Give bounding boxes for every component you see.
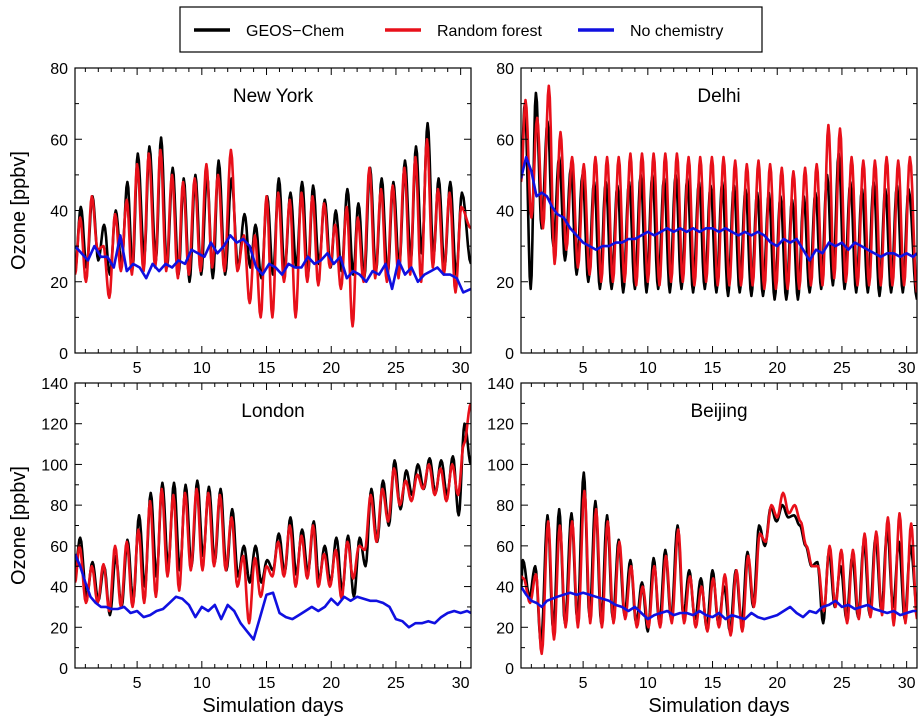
- panel-london: 5 10 15 20 25 30 0 20 40 60 80 100 120 140 London Ozone…: [8, 376, 472, 717]
- beijing-line-random-forest: [521, 489, 917, 656]
- london-xtick-label: 20: [322, 675, 340, 692]
- london-ytick-label: 40: [50, 580, 68, 597]
- beijing-ytick-label: 100: [487, 457, 514, 474]
- beijing-ytick-label: 80: [496, 498, 514, 515]
- new-york-xtick-label: 30: [452, 360, 470, 377]
- beijing-ytick-label: 0: [505, 661, 514, 678]
- panel-delhi: 5 10 15 20 25 30 0 20 40 60 80 Delhi: [496, 61, 918, 377]
- london-ytick-label: 80: [50, 498, 68, 515]
- beijing-series: [521, 471, 917, 656]
- new-york-ytick-label: 0: [59, 346, 68, 363]
- beijing-ytick-label: 140: [487, 376, 514, 393]
- delhi-xtick-label: 10: [639, 360, 657, 377]
- new-york-ytick-label: 80: [50, 61, 68, 78]
- delhi-line-random-forest: [521, 84, 917, 293]
- london-xtick-label: 10: [193, 675, 211, 692]
- legend: GEOS−Chem Random forest No chemistry: [179, 6, 763, 53]
- new-york-xtick-label: 25: [387, 360, 405, 377]
- delhi-series: [521, 84, 917, 301]
- delhi-ytick-label: 20: [496, 275, 514, 292]
- new-york-xtick-label: 20: [322, 360, 340, 377]
- delhi-ytick-label: 40: [496, 204, 514, 221]
- london-xtick-label: 30: [452, 675, 470, 692]
- legend-label-random-forest: Random forest: [437, 23, 542, 40]
- new-york-ytick-label: 20: [50, 275, 68, 292]
- london-ytick-label: 140: [41, 376, 68, 393]
- beijing-ytick-label: 40: [496, 580, 514, 597]
- new-york-xtick-label: 10: [193, 360, 211, 377]
- beijing-xtick-label: 20: [768, 675, 786, 692]
- london-xlabel: Simulation days: [202, 695, 343, 717]
- beijing-ytick-label: 20: [496, 620, 514, 637]
- delhi-ytick-label: 80: [496, 61, 514, 78]
- panel-new-york: 5 10 15 20 25 30 0 20 40 60 80 New York Ozone [ppbv]: [8, 61, 472, 377]
- london-ytick-label: 100: [41, 457, 68, 474]
- london-series: [75, 402, 471, 641]
- delhi-xtick-label: 5: [579, 360, 588, 377]
- legend-entry-geos-chem: GEOS−Chem: [194, 23, 344, 40]
- legend-label-geos-chem: GEOS−Chem: [246, 23, 344, 40]
- panel-beijing: 5 10 15 20 25 30 0 20 40 60 80 100 120 140 Beijing Simu…: [487, 376, 918, 717]
- london-line-random-forest: [75, 402, 471, 625]
- new-york-xtick-label: 15: [258, 360, 276, 377]
- beijing-ytick-label: 60: [496, 539, 514, 556]
- legend-entry-no-chemistry: No chemistry: [578, 23, 723, 40]
- beijing-line-no-chemistry: [521, 585, 917, 621]
- delhi-xtick-label: 15: [704, 360, 722, 377]
- new-york-series: [75, 121, 471, 328]
- new-york-ytick-label: 40: [50, 204, 68, 221]
- london-xtick-label: 25: [387, 675, 405, 692]
- london-ylabel: Ozone [ppbv]: [8, 466, 30, 585]
- new-york-line-no-chemistry: [75, 234, 471, 294]
- new-york-ytick-label: 60: [50, 132, 68, 149]
- london-line-no-chemistry: [75, 553, 471, 641]
- delhi-ytick-label: 0: [505, 346, 514, 363]
- delhi-title: Delhi: [697, 86, 740, 107]
- beijing-xtick-label: 15: [704, 675, 722, 692]
- new-york-title: New York: [233, 86, 314, 107]
- beijing-title: Beijing: [690, 401, 747, 422]
- london-ytick-label: 20: [50, 620, 68, 637]
- new-york-ylabel: Ozone [ppbv]: [8, 151, 30, 270]
- legend-label-no-chemistry: No chemistry: [630, 23, 723, 40]
- new-york-xtick-label: 5: [133, 360, 142, 377]
- beijing-xlabel: Simulation days: [648, 695, 789, 717]
- london-xtick-label: 5: [133, 675, 142, 692]
- london-ytick-label: 120: [41, 417, 68, 434]
- new-york-line-random-forest: [75, 138, 471, 328]
- london-ytick-label: 0: [59, 661, 68, 678]
- london-title: London: [241, 401, 304, 422]
- delhi-ytick-label: 60: [496, 132, 514, 149]
- beijing-xtick-label: 10: [639, 675, 657, 692]
- beijing-xtick-label: 25: [833, 675, 851, 692]
- beijing-ytick-label: 120: [487, 417, 514, 434]
- london-xtick-label: 15: [258, 675, 276, 692]
- london-ytick-label: 60: [50, 539, 68, 556]
- legend-entry-random-forest: Random forest: [385, 23, 542, 40]
- beijing-xtick-label: 5: [579, 675, 588, 692]
- legend-box: [179, 6, 763, 53]
- delhi-line-no-chemistry: [521, 155, 917, 262]
- delhi-xtick-label: 20: [768, 360, 786, 377]
- delhi-xtick-label: 25: [833, 360, 851, 377]
- beijing-xtick-label: 30: [898, 675, 916, 692]
- delhi-xtick-label: 30: [898, 360, 916, 377]
